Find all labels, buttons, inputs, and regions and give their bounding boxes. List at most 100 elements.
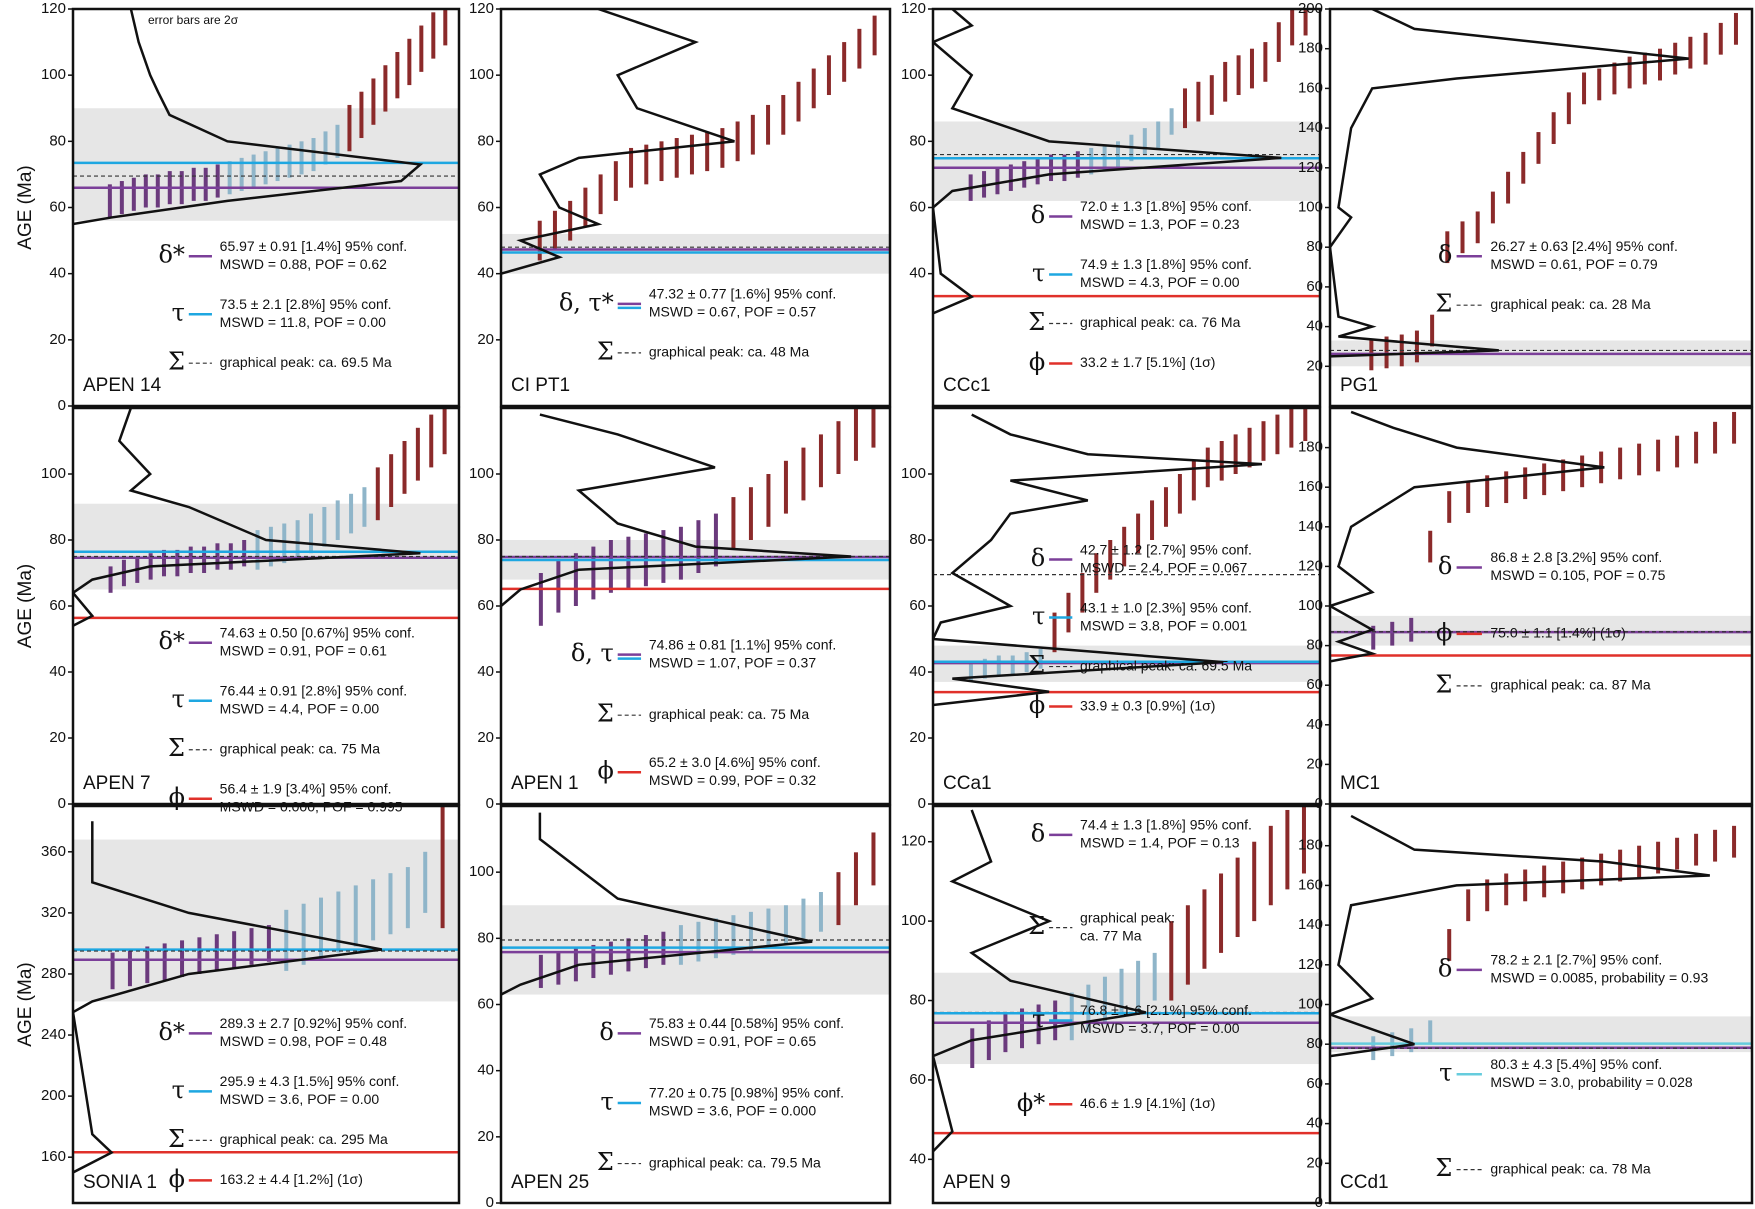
error-bar xyxy=(388,873,393,935)
error-bar xyxy=(431,12,436,59)
error-bar xyxy=(362,487,367,527)
panel: 40 60 80 100 120 CCc1 δ 72.0 ± 1.3 [1.8%] 95% c… xyxy=(901,0,1322,408)
legend-text: MSWD = 3.7, POF = 0.00 xyxy=(1080,1020,1240,1036)
error-bar xyxy=(1536,132,1541,164)
y-tick-label: 100 xyxy=(901,465,926,482)
error-bar xyxy=(1102,976,1107,1025)
error-bar xyxy=(1301,806,1306,874)
error-bar xyxy=(801,898,806,939)
error-bar xyxy=(1732,411,1737,444)
y-tick-label: 40 xyxy=(49,265,66,282)
legend-text: MSWD = 4.4, POF = 0.00 xyxy=(220,700,380,716)
error-bar xyxy=(319,897,324,959)
error-bar xyxy=(395,52,400,99)
legend-text: 76.44 ± 0.91 [2.8%] 95% conf. xyxy=(220,682,407,698)
legend-text: 46.6 ± 1.9 [4.1%] (1σ) xyxy=(1080,1095,1215,1111)
legend-symbol: δ xyxy=(1031,544,1045,572)
y-tick-label: 100 xyxy=(469,66,494,83)
legend-symbol: δ xyxy=(599,1018,613,1046)
legend-text: 163.2 ± 4.4 [1.2%] (1σ) xyxy=(220,1171,363,1187)
error-bar xyxy=(537,220,542,261)
plot-area xyxy=(1330,814,1752,1061)
legend-text: graphical peak: ca. 75 Ma xyxy=(649,706,810,722)
sample-label: APEN 1 xyxy=(511,773,579,794)
error-bar xyxy=(336,891,341,953)
y-tick-label: 40 xyxy=(1306,1115,1323,1132)
y-tick-label: 60 xyxy=(1306,676,1323,693)
note: error bars are 2σ xyxy=(148,13,239,27)
error-bar xyxy=(1252,841,1257,922)
error-bar xyxy=(1202,889,1207,969)
error-bar xyxy=(227,161,232,195)
error-bar xyxy=(801,447,806,501)
error-bar xyxy=(720,128,725,168)
error-bar xyxy=(1694,833,1699,866)
error-bar xyxy=(713,513,718,567)
error-bar xyxy=(203,167,208,201)
sample-label: CCc1 xyxy=(943,375,991,396)
panel-frame xyxy=(931,804,1322,1205)
error-bar xyxy=(1414,330,1419,363)
error-bar xyxy=(1561,459,1566,492)
plot-area xyxy=(501,812,890,996)
legend-text: 75.83 ± 0.44 [0.58%] 95% conf. xyxy=(649,1015,844,1031)
y-tick-label: 20 xyxy=(477,331,494,348)
error-bar xyxy=(842,42,847,82)
plot-area xyxy=(933,408,1320,707)
band xyxy=(501,905,890,995)
error-bar xyxy=(1506,171,1511,204)
error-bar xyxy=(1022,161,1027,188)
error-bar xyxy=(308,513,313,554)
error-bar xyxy=(127,949,132,987)
y-tick-label: 20 xyxy=(49,331,66,348)
error-bar xyxy=(443,9,448,46)
y-tick-label: 180 xyxy=(1298,837,1323,854)
error-bar xyxy=(613,161,618,201)
y-tick-label: 40 xyxy=(477,265,494,282)
error-bar xyxy=(871,832,876,886)
error-bar xyxy=(986,1020,991,1061)
legend-text: 56.4 ± 1.9 [3.4%] 95% conf. xyxy=(220,780,392,796)
error-bar xyxy=(871,408,876,448)
plot-area xyxy=(73,408,459,627)
error-bar xyxy=(1409,1028,1414,1053)
panel: 0 20 40 60 80 100 120 140 160 180 CCd1 δ 78.2 ± 2.1 … xyxy=(1298,804,1754,1209)
error-bar xyxy=(1094,553,1099,593)
error-bar xyxy=(1466,481,1471,513)
y-tick-label: 120 xyxy=(41,0,66,17)
error-bar xyxy=(818,434,823,488)
legend-text: graphical peak: ca. 69.5 Ma xyxy=(220,354,392,370)
legend-text: MSWD = 0.91, POF = 0.61 xyxy=(220,642,388,658)
y-tick-label: 20 xyxy=(477,729,494,746)
error-bar xyxy=(1618,849,1623,882)
error-bar xyxy=(1235,857,1240,938)
error-bar xyxy=(1656,439,1661,472)
legend-symbol: τ xyxy=(172,299,185,327)
error-bar xyxy=(1275,414,1280,455)
error-bar xyxy=(1289,408,1294,448)
error-bar xyxy=(598,174,603,215)
legend-symbol: ϕ xyxy=(597,757,613,785)
legend-text: 77.20 ± 0.75 [0.98%] 95% conf. xyxy=(649,1085,844,1101)
y-tick-label: 60 xyxy=(1306,278,1323,295)
error-bar xyxy=(1490,191,1495,224)
error-bar xyxy=(419,25,424,72)
y-tick-label: 40 xyxy=(1306,716,1323,733)
error-bar xyxy=(440,806,445,929)
y-tick-label: 120 xyxy=(901,833,926,850)
legend-text: MSWD = 0.99, POF = 0.32 xyxy=(649,772,817,788)
y-tick-label: 60 xyxy=(477,995,494,1012)
legend-text: 43.1 ± 1.0 [2.3%] 95% conf. xyxy=(1080,599,1252,615)
error-bar xyxy=(295,520,300,560)
legend-text: 33.2 ± 1.7 [5.1%] (1σ) xyxy=(1080,354,1215,370)
legend-text: MSWD = 4.3, POF = 0.00 xyxy=(1080,274,1240,290)
y-tick-label: 60 xyxy=(477,597,494,614)
y-tick-label: 0 xyxy=(486,795,494,812)
y-tick-label: 180 xyxy=(1298,439,1323,456)
sample-label: PG1 xyxy=(1340,375,1378,396)
legend-symbol: Σ xyxy=(1028,912,1045,940)
plot-area xyxy=(1330,410,1752,663)
legend-symbol: Σ xyxy=(597,700,614,728)
legend-symbol: δ xyxy=(1031,819,1045,847)
